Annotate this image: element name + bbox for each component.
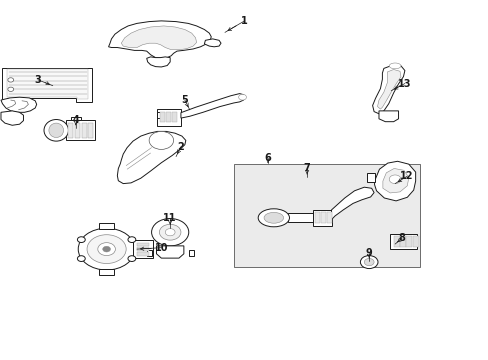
Polygon shape xyxy=(117,131,185,184)
Polygon shape xyxy=(2,68,92,102)
Text: 5: 5 xyxy=(181,95,188,105)
Ellipse shape xyxy=(388,63,400,69)
Polygon shape xyxy=(108,21,211,58)
Bar xyxy=(81,123,86,138)
Bar xyxy=(157,109,181,126)
Bar xyxy=(389,234,416,249)
Text: 8: 8 xyxy=(398,233,405,243)
Text: 12: 12 xyxy=(399,171,413,181)
Bar xyxy=(88,123,93,138)
Polygon shape xyxy=(372,65,404,114)
Polygon shape xyxy=(366,173,374,182)
Circle shape xyxy=(165,229,175,236)
Circle shape xyxy=(159,224,181,240)
Circle shape xyxy=(149,131,173,149)
Circle shape xyxy=(87,235,126,264)
Text: 13: 13 xyxy=(397,78,411,89)
Bar xyxy=(406,236,411,247)
Circle shape xyxy=(98,243,115,256)
Circle shape xyxy=(128,237,136,243)
Bar xyxy=(157,112,163,118)
Bar xyxy=(66,120,95,140)
Bar xyxy=(99,269,114,275)
Bar xyxy=(233,164,419,267)
Circle shape xyxy=(238,94,246,100)
Text: 6: 6 xyxy=(264,153,271,163)
Polygon shape xyxy=(188,250,193,256)
Polygon shape xyxy=(378,111,398,122)
Text: 10: 10 xyxy=(154,243,168,253)
Polygon shape xyxy=(181,94,244,118)
Text: 3: 3 xyxy=(35,75,41,85)
Circle shape xyxy=(151,219,188,246)
Text: 7: 7 xyxy=(303,163,310,174)
Ellipse shape xyxy=(49,123,63,138)
Polygon shape xyxy=(377,69,400,109)
Text: 9: 9 xyxy=(365,248,372,258)
Bar xyxy=(393,236,399,247)
Text: 2: 2 xyxy=(177,142,184,152)
Circle shape xyxy=(364,258,373,266)
Circle shape xyxy=(360,256,377,269)
Text: 11: 11 xyxy=(163,213,177,223)
Text: 1: 1 xyxy=(241,16,247,26)
Polygon shape xyxy=(331,187,373,220)
Bar xyxy=(287,213,314,222)
Polygon shape xyxy=(71,117,81,120)
Polygon shape xyxy=(1,97,37,112)
Bar xyxy=(326,212,331,223)
Circle shape xyxy=(77,256,85,261)
Bar xyxy=(314,212,319,223)
Circle shape xyxy=(8,87,14,91)
Bar xyxy=(320,212,325,223)
Polygon shape xyxy=(7,69,88,99)
Circle shape xyxy=(8,78,14,82)
Bar xyxy=(68,123,73,138)
Bar xyxy=(172,112,177,122)
Circle shape xyxy=(78,228,135,270)
Polygon shape xyxy=(1,111,23,125)
Bar xyxy=(137,252,149,256)
Ellipse shape xyxy=(258,209,289,227)
Circle shape xyxy=(388,175,400,184)
Circle shape xyxy=(77,237,85,243)
Ellipse shape xyxy=(264,212,283,223)
Bar xyxy=(160,112,165,122)
Circle shape xyxy=(128,256,136,261)
Polygon shape xyxy=(204,39,221,47)
Polygon shape xyxy=(156,246,183,258)
Bar xyxy=(133,240,153,258)
Bar xyxy=(412,236,418,247)
Bar xyxy=(137,243,149,246)
Circle shape xyxy=(102,246,110,252)
Ellipse shape xyxy=(44,120,68,141)
Bar xyxy=(399,236,405,247)
Polygon shape xyxy=(382,168,408,193)
Bar xyxy=(166,112,171,122)
Polygon shape xyxy=(146,57,170,67)
Text: 4: 4 xyxy=(72,114,79,125)
Polygon shape xyxy=(146,250,151,256)
Bar xyxy=(99,223,114,229)
Polygon shape xyxy=(121,26,196,50)
Bar xyxy=(75,123,80,138)
Bar xyxy=(312,210,331,226)
Polygon shape xyxy=(374,161,415,201)
Bar xyxy=(137,247,149,251)
